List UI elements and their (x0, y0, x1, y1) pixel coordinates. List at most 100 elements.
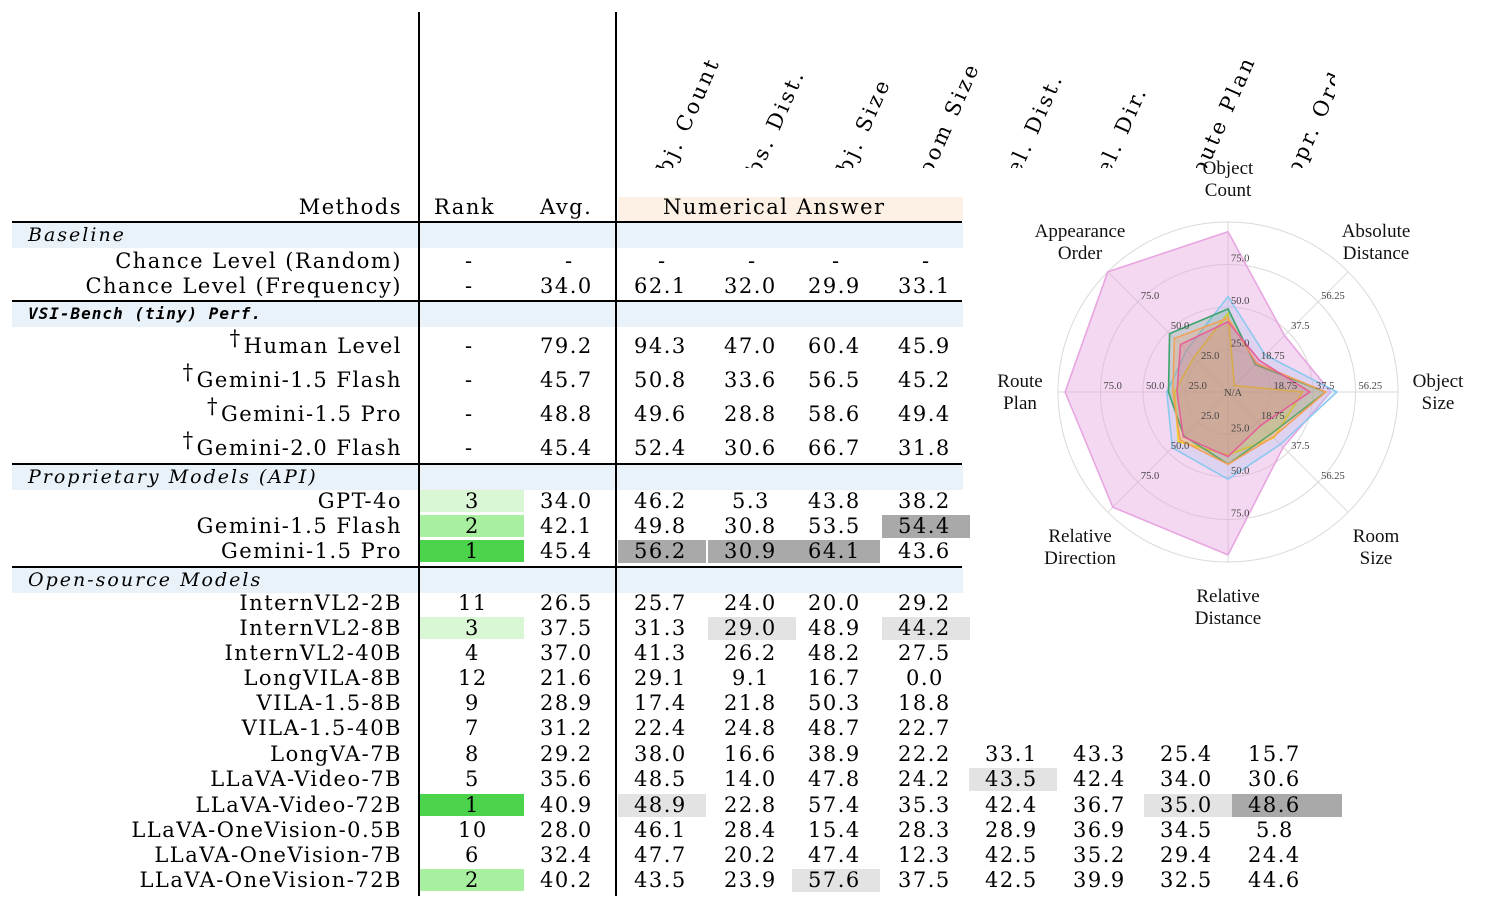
rank-cell: 2 (465, 868, 480, 892)
score-cell: 42.5 (985, 868, 1038, 892)
score-cell: 22.7 (898, 716, 951, 740)
avg-header: Avg. (540, 195, 593, 219)
axis-spoke (1107, 271, 1229, 393)
method-name-text: VILA-1.5-8B (256, 691, 402, 715)
avg-cell: 40.9 (540, 793, 593, 817)
score-cell: - (748, 249, 757, 273)
avg-cell: 35.6 (540, 767, 593, 791)
rank-cell: 6 (465, 843, 480, 867)
score-cell: 47.0 (724, 334, 777, 358)
score-cell: 31.3 (634, 616, 687, 640)
tick-label: 75.0 (1231, 509, 1249, 520)
rank-cell: - (465, 249, 474, 273)
avg-cell: 34.0 (540, 274, 593, 298)
avg-cell: 28.9 (540, 691, 593, 715)
method-name-text: VILA-1.5-40B (241, 716, 402, 740)
rank-cell: 1 (465, 793, 480, 817)
cell-highlight (1144, 794, 1232, 817)
score-cell: 48.9 (808, 616, 861, 640)
score-cell: 94.3 (634, 334, 687, 358)
tick-label: 75.0 (1141, 471, 1159, 482)
section-rule (12, 300, 962, 302)
avg-cell: - (565, 249, 574, 273)
score-cell: 28.8 (724, 402, 777, 426)
method-name-text: LLaVA-OneVision-0.5B (131, 818, 402, 842)
score-cell: 46.1 (634, 818, 687, 842)
score-cell: 37.5 (898, 868, 951, 892)
score-cell: 16.7 (808, 666, 861, 690)
avg-cell: 21.6 (540, 666, 593, 690)
cell-highlight (882, 515, 970, 538)
score-cell: 18.8 (898, 691, 951, 715)
score-cell: 20.0 (808, 591, 861, 615)
dagger-mark: † (229, 326, 242, 350)
axis-label: Distance (1343, 243, 1409, 264)
score-cell: 30.9 (724, 539, 777, 563)
cell-highlight (969, 768, 1057, 791)
score-cell: 17.4 (634, 691, 687, 715)
radar-chart: 25.0 50.0 75.0 18.75 37.5 56.25 18.75 37.5 56.25… (997, 158, 1464, 629)
tick-label: 37.5 (1291, 441, 1309, 452)
method-name: LLaVA-OneVision-7B (154, 843, 402, 868)
avg-cell: 48.8 (540, 402, 593, 426)
method-name-text: Gemini-1.5 Pro (220, 539, 402, 563)
avg-cell: 32.4 (540, 843, 593, 867)
score-cell: - (658, 249, 667, 273)
rank-cell: - (465, 402, 474, 426)
method-name: VILA-1.5-40B (242, 716, 402, 741)
rank-cell: 2 (465, 514, 480, 538)
section-band (420, 568, 963, 593)
score-cell: 12.3 (898, 843, 951, 867)
score-cell: 48.9 (634, 793, 687, 817)
score-cell: 45.9 (898, 334, 951, 358)
section-rule (12, 566, 962, 568)
axis-label: Absolute (1342, 221, 1411, 242)
axis-label: Count (1205, 180, 1252, 201)
score-cell: 5.8 (1256, 818, 1294, 842)
cell-highlight (708, 540, 796, 563)
tick-label: 50.0 (1171, 441, 1189, 452)
score-cell: 42.5 (985, 843, 1038, 867)
method-name: LLaVA-OneVision-72B (139, 868, 402, 893)
score-cell: 32.5 (1160, 868, 1213, 892)
tick-label: 25.0 (1201, 411, 1219, 422)
score-cell: 28.4 (724, 818, 777, 842)
score-cell: 38.2 (898, 489, 951, 513)
score-cell: 50.3 (808, 691, 861, 715)
score-cell: 42.4 (1073, 767, 1126, 791)
column-header: Obj. Size (824, 74, 896, 168)
dagger-mark: † (206, 394, 219, 418)
cell-highlight (792, 540, 880, 563)
method-name: InternVL2-40B (225, 641, 402, 666)
method-name: LLaVA-Video-72B (195, 793, 402, 818)
methods-header: Methods (298, 195, 402, 219)
score-cell: 35.3 (898, 793, 951, 817)
cell-highlight (618, 794, 706, 817)
method-name-text: LongVA-7B (270, 742, 402, 766)
score-cell: 43.6 (898, 539, 951, 563)
rank-cell: 8 (465, 742, 480, 766)
method-name: LongVILA-8B (243, 666, 402, 691)
score-cell: 22.4 (634, 716, 687, 740)
method-name-text: Gemini-1.5 Flash (196, 514, 402, 538)
score-cell: 35.0 (1160, 793, 1213, 817)
score-cell: 26.2 (724, 641, 777, 665)
score-cell: 45.2 (898, 368, 951, 392)
axis-spoke (1227, 271, 1349, 393)
axis-label: Appearance (1035, 221, 1126, 242)
score-cell: 66.7 (808, 436, 861, 460)
score-cell: 44.6 (1248, 868, 1301, 892)
section-rule (12, 463, 962, 465)
axis-label: Plan (1003, 393, 1037, 414)
score-cell: 57.6 (808, 868, 861, 892)
score-cell: 14.0 (724, 767, 777, 791)
method-name: LLaVA-OneVision-0.5B (131, 818, 402, 843)
score-cell: 33.6 (724, 368, 777, 392)
method-name: Gemini-1.5 Flash (197, 514, 402, 539)
method-name-text: LLaVA-Video-7B (210, 767, 402, 791)
score-cell: 56.5 (808, 368, 861, 392)
axis-label: Object (1203, 158, 1254, 179)
score-cell: 47.7 (634, 843, 687, 867)
section-band (12, 302, 963, 327)
score-cell: 33.1 (898, 274, 951, 298)
